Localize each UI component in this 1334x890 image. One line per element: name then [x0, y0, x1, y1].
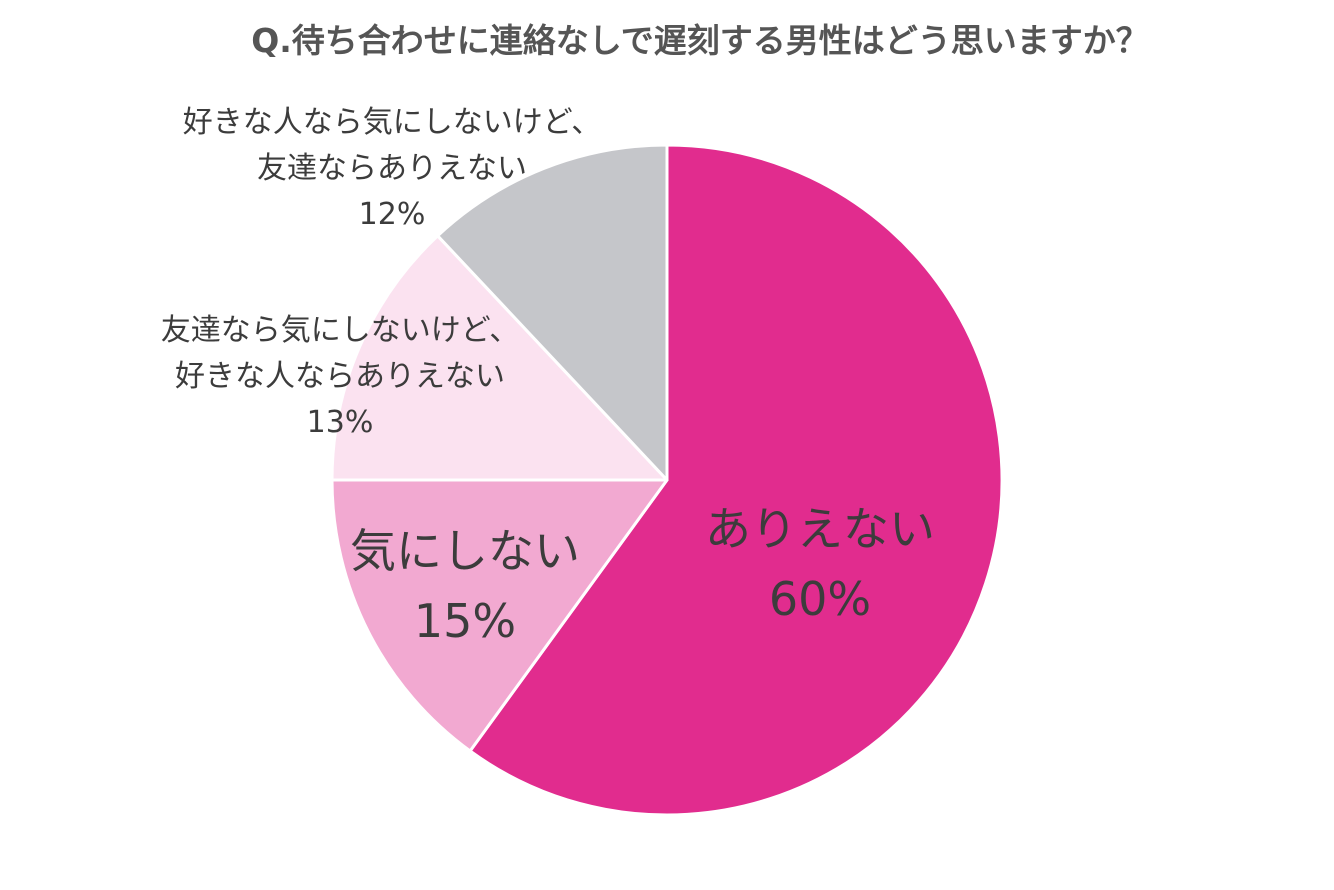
slice-category-label-4: 友達ならありえない: [257, 151, 527, 186]
slice-category-label-4: 好きな人なら気にしないけど、: [183, 105, 602, 140]
pie-slice-4: [436, 143, 669, 482]
slice-category-label-3: 好きな人ならありえない: [175, 359, 505, 394]
pie-slice-2: [330, 478, 669, 753]
slice-category-label-3: 友達なら気にしないけど、: [161, 313, 520, 348]
chart-title: Q.待ち合わせに連絡なしで遅刻する男性はどう思いますか？: [251, 21, 1149, 60]
slice-value-label-4: 12%: [359, 197, 426, 232]
slice-value-label-2: 15%: [414, 594, 516, 648]
pie-slice-1: [468, 143, 1004, 817]
slice-value-label-1: 60%: [769, 572, 871, 626]
slice-category-label-2: 気にしない: [350, 524, 580, 578]
slice-labels: ありえない 60% 気にしない 15% 友達なら気にしないけど、好きな人ならありえない 1…: [161, 105, 935, 648]
slice-category-label-1: ありえない: [705, 502, 935, 556]
pie-slice-3: [330, 234, 669, 482]
slice-value-label-3: 13%: [307, 405, 374, 440]
pie-slices: [330, 143, 1004, 817]
